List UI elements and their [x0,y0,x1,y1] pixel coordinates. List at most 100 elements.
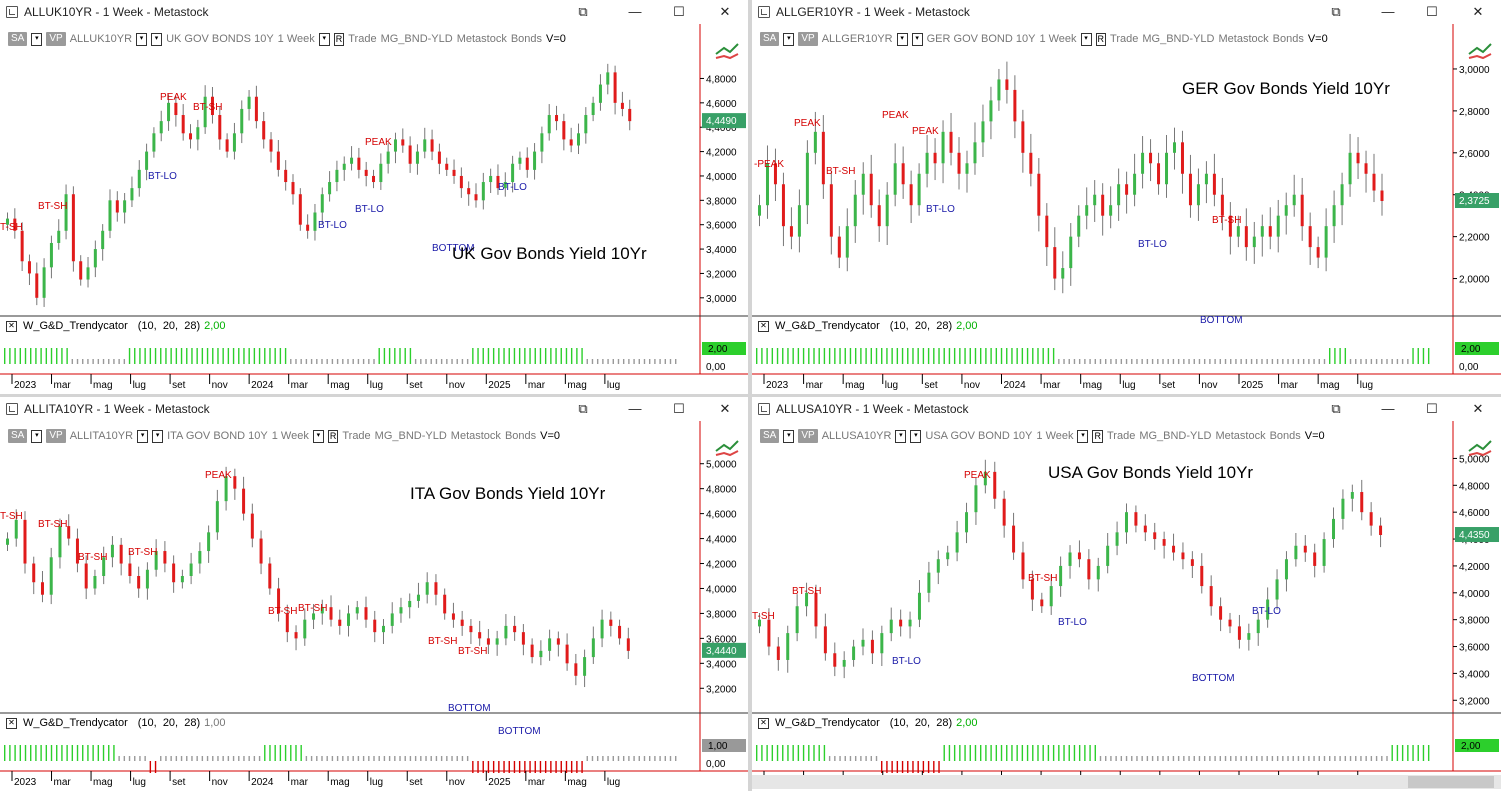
symbol-dropdown-icon[interactable]: ▾ [136,32,148,46]
candle-body [861,639,865,647]
scrollbar-thumb[interactable] [1408,776,1494,788]
symbol-dropdown-icon[interactable]: ▾ [895,429,907,443]
symbol-dropdown-icon[interactable]: ▾ [137,429,149,443]
indicator-bar [253,348,256,364]
indicator-bar [206,756,209,761]
price-chart[interactable]: 3,00002,80002,60002,40002,20002,00002,37… [752,24,1501,394]
r-dropdown-button[interactable]: R [333,32,345,46]
r-dropdown-button[interactable]: R [1092,429,1103,443]
candle-body [6,218,9,225]
horizontal-scrollbar[interactable] [752,775,1501,789]
close-icon[interactable]: ✕ [719,401,731,416]
indicator-bar [1412,348,1414,364]
period-dropdown-icon[interactable]: ▾ [1080,32,1092,46]
window-titlebar[interactable]: ALLUSA10YR - 1 Week - Metastock ⧉ — ☐ ✕ [752,397,1501,421]
minimize-icon[interactable]: — [628,4,642,19]
vp-button[interactable]: VP [798,32,818,46]
indicator-bar [922,348,925,364]
remove-indicator-icon[interactable]: ✕ [6,717,17,729]
indicator-bar [66,348,68,364]
candle-body [1322,539,1326,566]
indicator-bar [196,348,198,364]
r-dropdown-button[interactable]: R [1095,32,1107,46]
vp-button[interactable]: VP [46,32,66,46]
indicator-bar [1016,348,1018,364]
price-chart[interactable]: 4,8000 4,6000 4,4000 4,2000 4,0000 3,8000 3,60… [0,24,748,394]
indicator-bar [886,761,888,773]
sa-button[interactable]: SA [8,429,28,443]
close-icon[interactable]: ✕ [1472,4,1484,19]
indicator-bar [550,348,552,364]
vp-button[interactable]: VP [798,429,818,443]
indicator-bar [1058,359,1060,364]
indicator-bar [849,348,852,364]
popout-icon[interactable]: ⧉ [578,401,588,416]
indicator-bar [938,348,940,364]
minimize-icon[interactable]: — [628,401,642,416]
x-tick-label: 2025 [1241,380,1264,391]
sa-button[interactable]: SA [760,429,780,443]
period-dropdown-icon[interactable]: ▾ [312,429,324,443]
price-chart[interactable]: 5,00004,80004,60004,40004,20004,00003,80… [752,421,1501,791]
maximize-icon[interactable]: ☐ [673,401,685,416]
symbol-dropdown-icon[interactable]: ▾ [896,32,908,46]
list-dropdown-icon[interactable]: ▾ [151,32,163,46]
window-titlebar[interactable]: ALLITA10YR - 1 Week - Metastock ⧉ — ☐ ✕ [0,397,748,421]
minimize-icon[interactable]: — [1381,401,1395,416]
indicator-bar [761,348,763,364]
indicator-bar [420,359,422,364]
candle-body [86,267,90,280]
trend-tool-icon[interactable] [1468,43,1492,60]
trade-label[interactable]: Trade [1106,430,1136,442]
indicator-bar [669,756,672,761]
annotation-label: BT-SH [78,552,107,563]
r-dropdown-button[interactable]: R [327,429,339,443]
trend-tool-icon[interactable] [1468,440,1492,457]
indicator-bar [482,761,484,773]
indicator-bar [1365,756,1367,761]
indicator-bar [1120,359,1123,364]
close-icon[interactable]: ✕ [1472,401,1484,416]
list-dropdown-icon[interactable]: ▾ [911,32,923,46]
indicator-bar [383,348,386,364]
remove-indicator-icon[interactable]: ✕ [758,717,769,729]
popout-icon[interactable]: ⧉ [1331,4,1341,19]
indicator-bar [839,348,841,364]
minimize-icon[interactable]: — [1381,4,1395,19]
sa-dropdown-icon[interactable]: ▾ [783,429,795,443]
indicator-bar [1115,359,1117,364]
app-window-icon [6,403,18,415]
remove-indicator-icon[interactable]: ✕ [6,320,17,332]
candle-body [1369,512,1373,526]
maximize-icon[interactable]: ☐ [1426,401,1438,416]
close-icon[interactable]: ✕ [719,4,731,19]
trade-label[interactable]: Trade [1110,33,1139,45]
candle-body [518,157,522,164]
indicator-bar [180,348,183,364]
trade-label[interactable]: Trade [342,430,371,442]
period-dropdown-icon[interactable]: ▾ [318,32,330,46]
sa-dropdown-icon[interactable]: ▾ [31,429,43,443]
last-price-badge [702,642,746,658]
sa-dropdown-icon[interactable]: ▾ [31,32,43,46]
popout-icon[interactable]: ⧉ [578,4,588,19]
list-dropdown-icon[interactable]: ▾ [910,429,922,443]
sa-dropdown-icon[interactable]: ▾ [783,32,795,46]
window-titlebar[interactable]: ALLUK10YR - 1 Week - Metastock ⧉ — ☐ ✕ [0,0,748,24]
vp-button[interactable]: VP [46,429,66,443]
indicator-bar [1016,745,1018,761]
maximize-icon[interactable]: ☐ [673,4,685,19]
trade-label[interactable]: Trade [348,33,377,45]
sa-button[interactable]: SA [760,32,780,46]
price-chart[interactable]: 5,00004,80004,60004,40004,20004,00003,80… [0,421,748,791]
maximize-icon[interactable]: ☐ [1426,4,1438,19]
trend-tool-icon[interactable] [715,440,739,457]
popout-icon[interactable]: ⧉ [1331,401,1341,416]
remove-indicator-icon[interactable]: ✕ [758,320,769,332]
trend-tool-icon[interactable] [715,43,739,60]
list-dropdown-icon[interactable]: ▾ [152,429,164,443]
period-dropdown-icon[interactable]: ▾ [1077,429,1089,443]
sa-button[interactable]: SA [8,32,28,46]
indicator-bar [191,756,193,761]
window-titlebar[interactable]: ALLGER10YR - 1 Week - Metastock ⧉ — ☐ ✕ [752,0,1501,24]
